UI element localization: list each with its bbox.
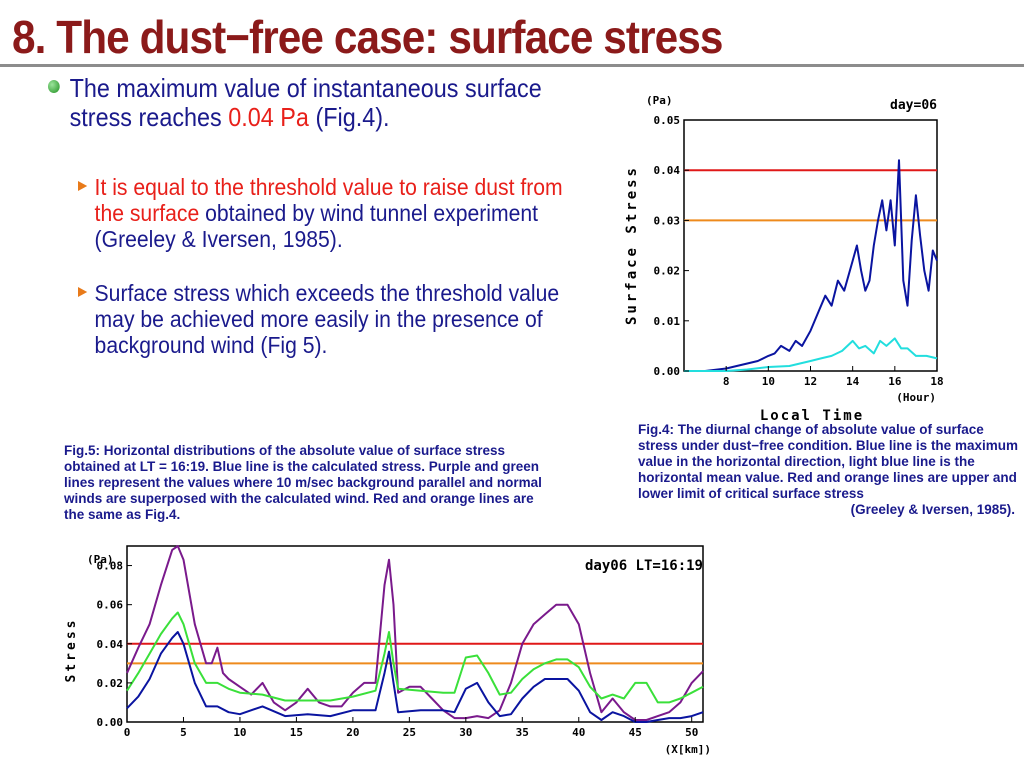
fig5-xtick-label: 5 [180,726,187,739]
fig4-xtick-label: 18 [930,375,943,388]
fig4-xunit: (Hour) [896,391,936,404]
fig5-title: day06 LT=16:19 [585,558,703,574]
fig4-xtick-label: 12 [804,375,817,388]
fig4-xtick-label: 14 [846,375,860,388]
fig5-plot-frame [126,545,704,723]
fig5-xtick-label: 20 [346,726,359,739]
fig5-ytick-label: 0.06 [97,599,124,612]
title-divider [0,64,1024,67]
main-bullet-highlight: 0.04 Pa [228,102,309,132]
main-bullet-text-end: (Fig.4). [308,102,390,132]
fig5-ylabel: Stress [64,618,79,683]
sub-bullet-text: Surface stress which exceeds the thresho… [94,280,560,358]
fig5-xtick-label: 10 [233,726,246,739]
fig4-ytick-label: 0.02 [654,265,681,278]
green-bullet-icon [48,80,60,93]
fig4-yunit: (Pa) [646,94,673,107]
fig4-xtick-label: 8 [723,375,730,388]
fig4-xlabel: Local Time [760,408,864,424]
sub-bullet-threshold: It is equal to the threshold value to ra… [78,174,575,252]
fig4-caption: Fig.4: The diurnal change of absolute va… [638,422,1023,518]
fig5-xtick-label: 50 [685,726,698,739]
fig4-ytick-label: 0.00 [654,365,681,378]
fig4-series-maximum [684,159,938,372]
fig5-ytick-label: 0.02 [97,677,124,690]
fig5-xtick-label: 25 [403,726,416,739]
fig5-xtick-label: 30 [459,726,472,739]
fig5-xtick-label: 40 [572,726,585,739]
fig4-ylabel: Surface Stress [624,165,640,325]
fig4-ytick-label: 0.03 [654,214,681,227]
fig5-series-parallel-wind [126,545,704,721]
fig4-xtick-label: 10 [762,375,775,388]
fig5-xtick-label: 0 [124,726,131,739]
fig5-series-calculated [126,631,704,723]
fig5-series-normal-wind [126,611,704,704]
main-bullet: The maximum value of instantaneous surfa… [48,74,552,132]
fig5-ytick-label: 0.08 [97,560,124,573]
fig5-xlabel: (X[km]) [665,743,711,756]
sub-bullet-text: obtained by wind tunnel experiment (Gree… [94,200,539,252]
fig4-caption-text: Fig.4: The diurnal change of absolute va… [638,422,1018,501]
fig5-xtick-label: 35 [516,726,529,739]
fig5-ytick-label: 0.00 [97,716,124,729]
slide-title: 8. The dust−free case: surface stress [12,11,723,63]
fig5-caption: Fig.5: Horizontal distributions of the a… [64,443,542,522]
fig4-ytick-label: 0.04 [654,164,681,177]
fig5-yunit: (Pa) [87,553,114,566]
main-bullet-text: The maximum value of instantaneous surfa… [69,73,542,132]
fig5-xtick-label: 15 [290,726,303,739]
sub-bullet-highlight: It is equal to the threshold value to ra… [94,174,563,226]
fig4-ytick-label: 0.05 [654,114,681,127]
fig4-caption-citation: (Greeley & Iversen, 1985). [850,502,1015,517]
fig4-title: day=06 [890,98,937,113]
fig4-xtick-label: 16 [888,375,902,388]
triangle-bullet-icon [78,181,88,191]
fig4-ytick-label: 0.01 [654,315,681,328]
fig5-xtick-label: 45 [629,726,642,739]
fig4-series-mean [684,337,938,372]
sub-bullet-background-wind: Surface stress which exceeds the thresho… [78,280,575,358]
triangle-bullet-icon [78,287,88,297]
fig5-ytick-label: 0.04 [97,638,124,651]
